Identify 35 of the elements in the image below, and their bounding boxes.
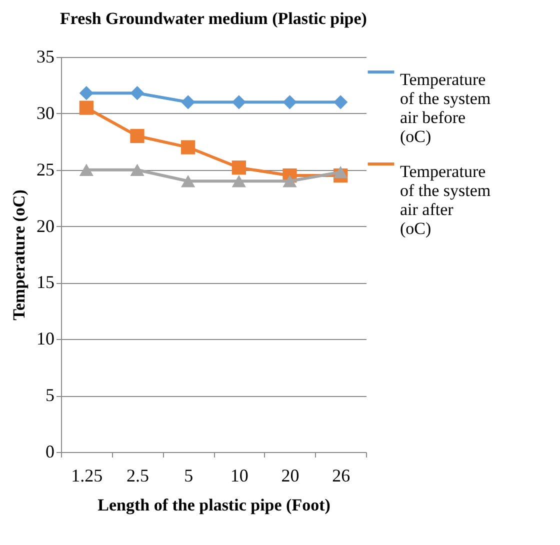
point: [79, 100, 94, 115]
y-tick-label: 30: [36, 102, 54, 123]
x-tick-label: 20: [281, 466, 300, 486]
point: [130, 128, 144, 144]
y-tick-label: 20: [36, 216, 54, 236]
x-axis-title: Length of the plastic pipe (Foot): [98, 496, 330, 514]
x-tick-label: 2.5: [126, 466, 149, 486]
point: [79, 164, 94, 176]
point: [181, 95, 196, 110]
y-tick-label: 10: [36, 328, 54, 349]
point: [232, 95, 246, 110]
legend-label: Temperature of the system air after (oC): [400, 162, 491, 238]
x-tick-label: 1.25: [71, 466, 103, 486]
y-axis-title: Temperature (oC): [10, 190, 28, 320]
point: [79, 86, 94, 100]
legend-label: Temperature of the system air before (oC): [400, 70, 491, 146]
point: [232, 160, 246, 175]
y-tick-label: 25: [36, 159, 54, 180]
point: [282, 95, 297, 110]
x-tick-label: 10: [230, 466, 248, 486]
y-tick-label: 0: [46, 442, 54, 462]
x-tick-label: 26: [332, 466, 350, 486]
y-tick-label: 35: [36, 46, 54, 66]
point: [130, 86, 144, 100]
y-tick-label: 15: [36, 272, 54, 292]
chart-title: Fresh Groundwater medium (Plastic pipe): [60, 9, 367, 28]
point: [282, 175, 297, 188]
point: [181, 175, 196, 188]
point: [181, 140, 196, 154]
x-tick-label: 5: [184, 466, 194, 486]
y-tick-label: 5: [46, 385, 54, 406]
point: [334, 166, 348, 178]
point: [334, 95, 348, 110]
point: [232, 175, 246, 188]
point: [130, 164, 144, 176]
